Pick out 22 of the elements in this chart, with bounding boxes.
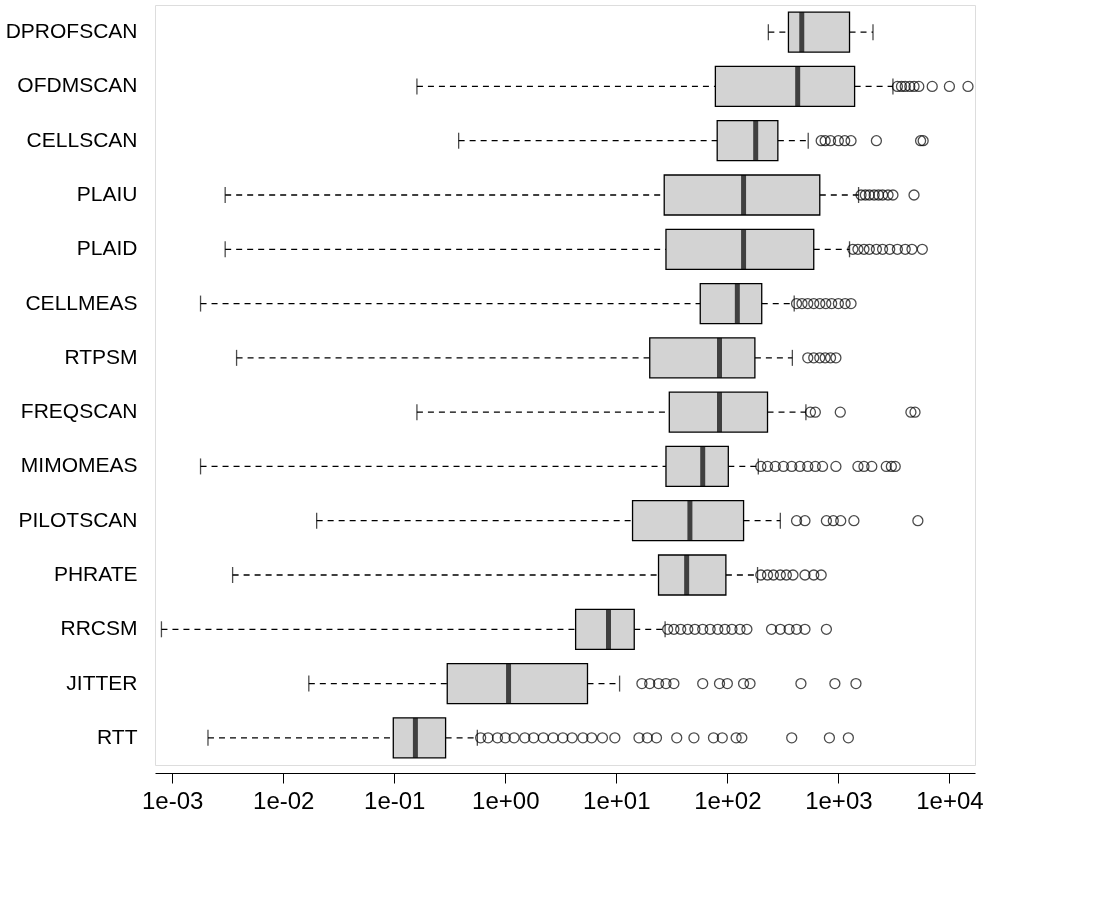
y-tick-label: DPROFSCAN [5, 19, 138, 43]
x-tick-label: 1e-01 [364, 786, 426, 814]
x-tick-label: 1e+00 [472, 786, 540, 814]
y-tick-label: PILOTSCAN [18, 507, 138, 531]
x-tick-label: 1e+01 [583, 786, 651, 814]
y-tick-label: RTT [97, 724, 138, 748]
y-tick-label: OFDMSCAN [17, 73, 138, 97]
x-tick-label: 1e+03 [805, 786, 873, 814]
y-tick-label: PLAIU [76, 182, 138, 205]
y-tick-label: PHRATE [53, 562, 138, 585]
y-tick-label: PLAID [76, 236, 138, 260]
y-tick-label: JITTER [66, 670, 138, 694]
y-tick-label: MIMOMEAS [20, 453, 138, 477]
x-tick-label: 1e-02 [253, 786, 315, 814]
y-tick-label: CELLMEAS [25, 290, 138, 314]
y-tick-label: RTPSM [64, 344, 138, 368]
y-tick-label: RRCSM [60, 616, 138, 640]
y-tick-label: CELLSCAN [26, 127, 138, 151]
y-tick-label: FREQSCAN [20, 399, 138, 423]
x-tick-label: 1e-03 [142, 786, 204, 814]
x-tick-label: 1e+04 [916, 786, 984, 814]
x-tick-label: 1e+02 [694, 786, 762, 814]
